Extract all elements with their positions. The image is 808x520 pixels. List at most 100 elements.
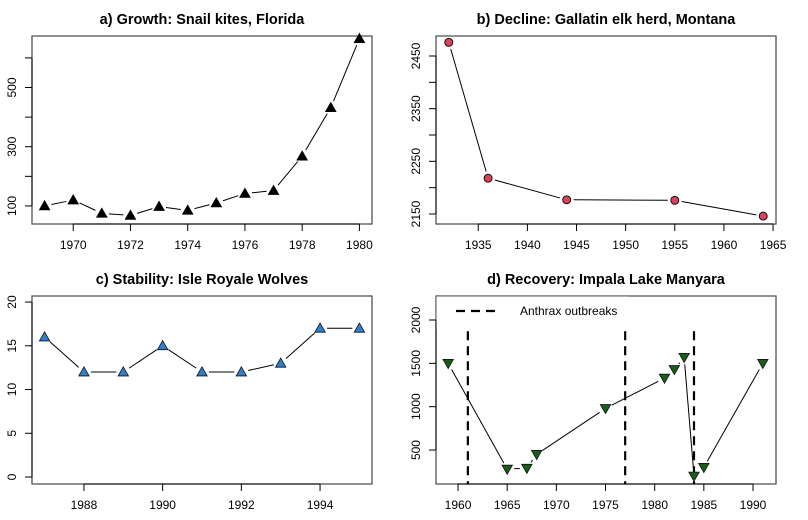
y-tick-label: 100 xyxy=(5,196,19,216)
y-tick-label: 5 xyxy=(5,430,19,437)
data-point xyxy=(296,150,309,161)
legend-box xyxy=(436,296,629,331)
data-point xyxy=(38,331,51,342)
data-point xyxy=(444,37,454,47)
y-tick-label: 15 xyxy=(5,339,19,353)
y-tick-label: 2150 xyxy=(409,200,423,227)
series-segment xyxy=(49,341,80,368)
panel-a-growth: a) Growth: Snail kites, Florida 1970 1972… xyxy=(5,12,373,252)
data-point xyxy=(599,404,612,415)
y-axis: 500 1000 1500 2000 xyxy=(409,306,437,460)
data-point xyxy=(210,196,223,208)
y-tick-label: 2000 xyxy=(409,306,423,333)
data-point xyxy=(235,366,248,377)
legend: Anthrax outbreaks xyxy=(436,296,629,331)
data-point xyxy=(697,463,710,474)
y-tick-label: 20 xyxy=(5,295,19,309)
panel-b-title: b) Decline: Gallatin elk herd, Montana xyxy=(477,12,737,28)
series-segment xyxy=(277,161,299,186)
data-point xyxy=(153,200,165,211)
x-tick-label: 1935 xyxy=(465,238,492,252)
y-tick-label: 10 xyxy=(5,383,19,397)
data-point xyxy=(124,209,137,220)
series-segment xyxy=(194,204,210,210)
x-tick-label: 1965 xyxy=(760,238,787,252)
data-point xyxy=(67,194,80,205)
data-point xyxy=(678,352,691,364)
data-point xyxy=(520,463,533,475)
data-point xyxy=(483,173,493,183)
y-tick-label: 500 xyxy=(5,77,19,97)
data-point xyxy=(324,101,337,112)
x-tick-label: 1978 xyxy=(289,238,316,252)
x-tick-label: 1980 xyxy=(641,498,668,512)
series-segment xyxy=(108,213,124,216)
series-segment xyxy=(51,200,67,206)
x-tick-label: 1960 xyxy=(445,498,472,512)
x-axis: 1960 1965 1970 1975 1980 1985 1990 xyxy=(445,483,767,512)
series-segment xyxy=(681,201,757,216)
panel-a-title: a) Growth: Snail kites, Florida xyxy=(100,12,306,28)
x-tick-label: 1988 xyxy=(71,498,98,512)
series-segment xyxy=(79,202,96,211)
series-segment xyxy=(530,459,534,463)
x-axis: 1970 1972 1974 1976 1978 1980 xyxy=(60,223,373,252)
y-tick-label: 300 xyxy=(5,136,19,156)
panel-c-title: c) Stability: Isle Royale Wolves xyxy=(96,272,308,288)
y-axis: 100 300 500 xyxy=(5,57,33,216)
data-point xyxy=(156,339,169,351)
x-tick-label: 1976 xyxy=(232,238,259,252)
y-tick-label: 0 xyxy=(5,473,19,480)
y-axis: 2150 2250 2350 2450 xyxy=(409,42,437,227)
series-segment xyxy=(333,44,358,102)
x-tick-label: 1970 xyxy=(543,498,570,512)
data-point xyxy=(38,199,51,211)
x-tick-label: 1990 xyxy=(149,498,176,512)
series-segment xyxy=(450,48,487,172)
data-point xyxy=(196,366,208,377)
x-tick-label: 1975 xyxy=(592,498,619,512)
x-tick-label: 1994 xyxy=(307,498,334,512)
data-point xyxy=(314,322,326,333)
series-segment xyxy=(128,349,158,369)
data-point xyxy=(353,32,366,43)
data-point xyxy=(562,195,572,205)
data-point xyxy=(78,366,90,377)
data-point xyxy=(267,184,280,195)
x-tick-label: 1965 xyxy=(494,498,521,512)
x-tick-label: 1940 xyxy=(514,238,541,252)
y-tick-label: 500 xyxy=(409,440,423,460)
x-tick-label: 1945 xyxy=(563,238,590,252)
y-axis: 0 5 10 15 20 xyxy=(5,295,33,480)
series-segment xyxy=(136,208,153,214)
series-segment xyxy=(168,349,197,369)
plot-frame xyxy=(435,35,777,225)
series-segment xyxy=(251,190,267,194)
y-tick-label: 1500 xyxy=(409,350,423,377)
series-segment xyxy=(684,364,694,470)
x-tick-label: 1970 xyxy=(60,238,87,252)
x-tick-label: 1992 xyxy=(228,498,255,512)
data-point xyxy=(668,365,681,376)
x-tick-label: 1972 xyxy=(117,238,144,252)
series-segment xyxy=(305,113,328,151)
panel-c-stability: c) Stability: Isle Royale Wolves 1988 199… xyxy=(5,272,373,512)
data-point xyxy=(658,373,671,385)
data-point xyxy=(117,366,130,377)
series-segment xyxy=(678,362,681,365)
x-tick-label: 1960 xyxy=(711,238,738,252)
x-tick-label: 1955 xyxy=(661,238,688,252)
panel-b-decline: b) Decline: Gallatin elk herd, Montana 1… xyxy=(409,12,787,252)
data-point xyxy=(95,207,108,218)
legend-label: Anthrax outbreaks xyxy=(520,304,617,318)
series-segment xyxy=(494,179,561,199)
series-segment xyxy=(222,195,239,202)
series-segment xyxy=(165,206,181,210)
data-point xyxy=(530,450,543,461)
x-tick-label: 1985 xyxy=(690,498,717,512)
x-tick-label: 1974 xyxy=(174,238,201,252)
series-segment xyxy=(248,364,274,371)
series-segment xyxy=(542,411,600,451)
panel-d-title: d) Recovery: Impala Lake Manyara xyxy=(487,272,726,288)
